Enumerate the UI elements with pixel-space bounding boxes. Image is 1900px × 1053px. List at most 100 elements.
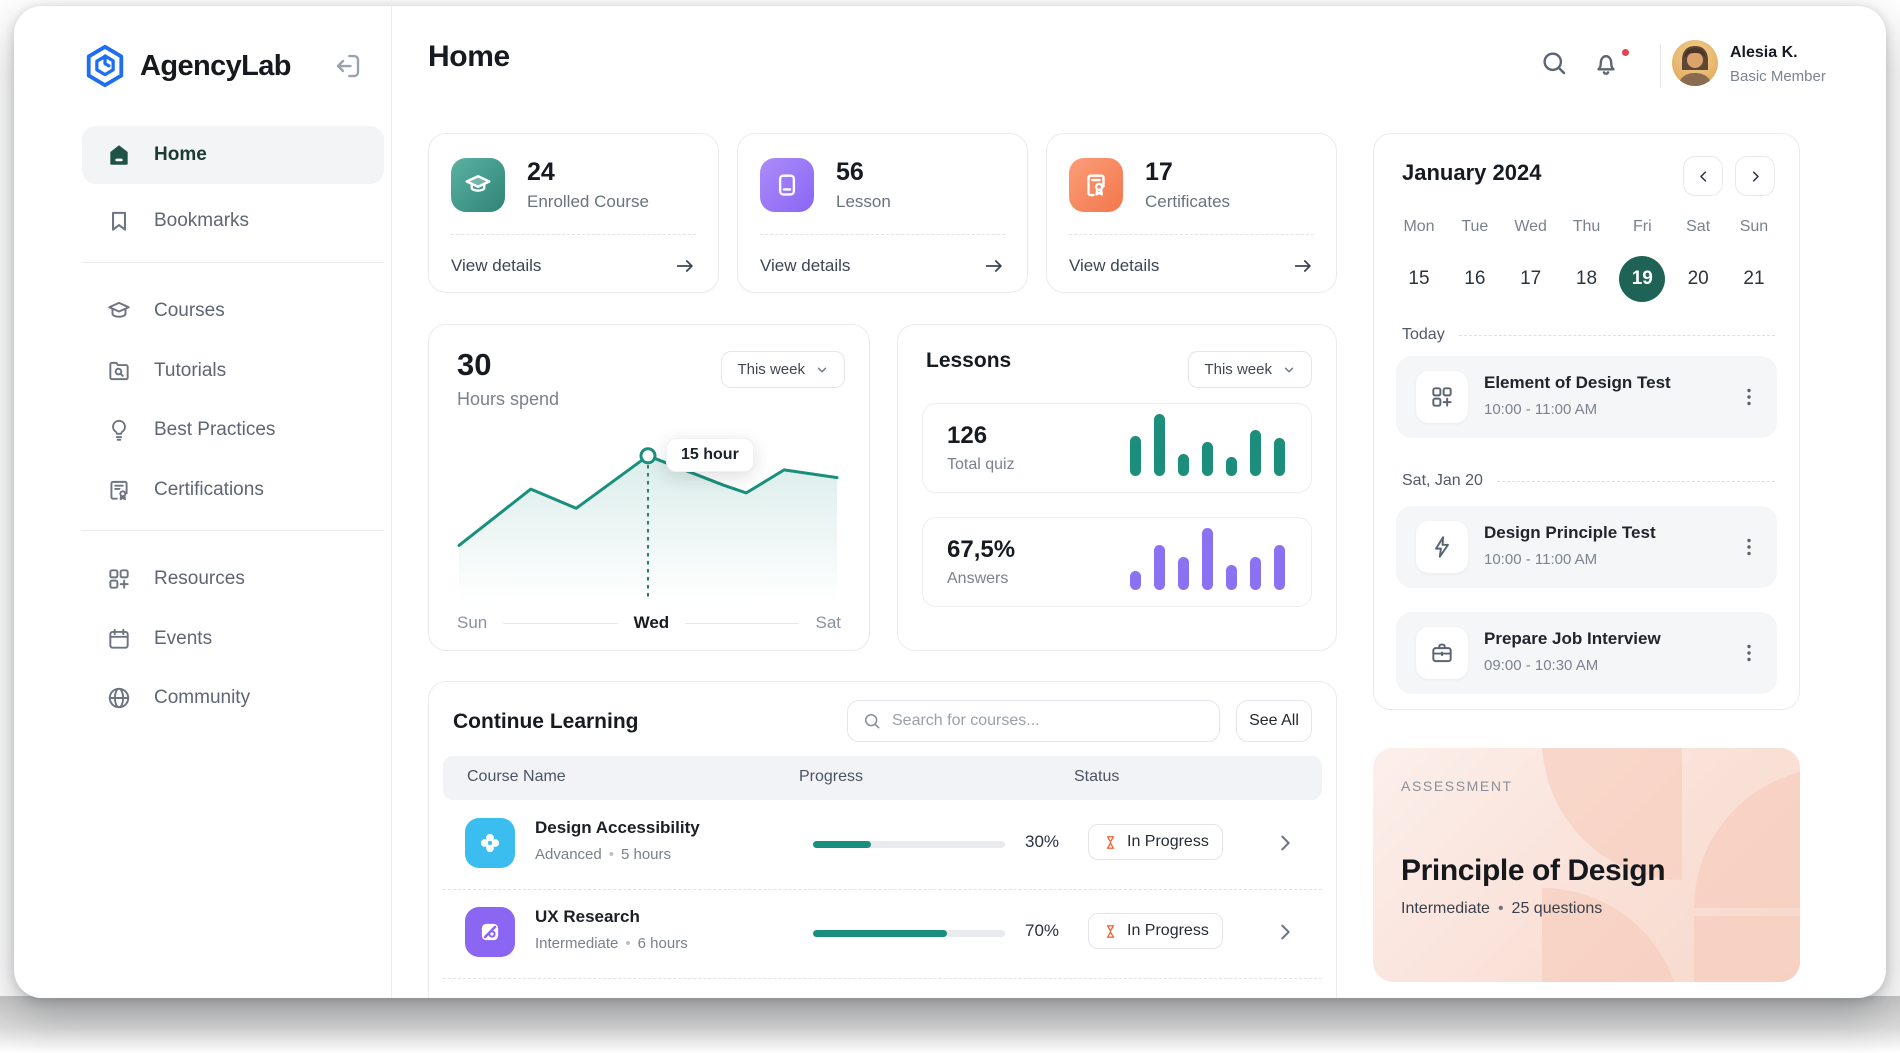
date-cell[interactable]: 20 <box>1687 268 1709 289</box>
graduation-cap-icon <box>108 301 130 318</box>
answers-panel: 67,5% Answers <box>922 517 1312 607</box>
column-progress: Progress <box>799 768 864 785</box>
bookmark-icon <box>112 211 126 231</box>
app-window: AgencyLab Home Bookmarks Courses <box>14 6 1886 998</box>
chevron-right-icon <box>1752 170 1759 182</box>
course-name: Design Accessibility <box>535 818 700 837</box>
date-cell[interactable]: 15 <box>1408 268 1430 289</box>
progress-bar <box>813 841 1005 848</box>
kebab-menu-icon[interactable] <box>1737 385 1761 409</box>
lightning-icon <box>1416 521 1468 573</box>
user-avatar[interactable] <box>1672 40 1718 86</box>
section-label-today: Today <box>1402 326 1775 344</box>
course-name: UX Research <box>535 907 640 926</box>
course-meta: Advanced • 5 hours <box>535 846 672 863</box>
event-card[interactable]: Element of Design Test 10:00 - 11:00 AM <box>1396 356 1777 438</box>
answers-bar-chart <box>1130 528 1285 590</box>
table-row[interactable]: UX Research Intermediate • 6 hours 70% In … <box>443 889 1322 978</box>
assessment-card[interactable]: ASSESSMENT Principle of Design Intermedi… <box>1373 748 1800 982</box>
calendar-prev-button[interactable] <box>1683 156 1723 196</box>
hours-filter-dropdown[interactable]: This week <box>721 351 845 388</box>
progress-percent: 70% <box>1025 921 1060 940</box>
lessons-title: Lessons <box>926 349 1012 372</box>
hourglass-icon <box>1106 924 1115 938</box>
folder-search-icon <box>109 361 129 381</box>
course-search-input[interactable] <box>892 712 1205 730</box>
stat-card-enrolled-course: 24 Enrolled Course View details <box>428 133 719 293</box>
answers-value: 67,5% <box>947 536 1016 563</box>
header-divider <box>1660 44 1661 88</box>
column-course-name: Course Name <box>467 768 566 785</box>
total-quiz-panel: 126 Total quiz <box>922 403 1312 493</box>
event-time: 10:00 - 11:00 AM <box>1484 551 1598 568</box>
course-search-box <box>847 700 1220 742</box>
notification-badge-dot <box>1620 47 1631 58</box>
dashed-divider <box>1069 234 1314 235</box>
assessment-title: Principle of Design <box>1401 854 1666 887</box>
sidebar-item-label: Tutorials <box>154 360 227 381</box>
date-cell[interactable]: 18 <box>1575 268 1598 289</box>
event-time: 10:00 - 11:00 AM <box>1484 401 1598 418</box>
kebab-menu-icon[interactable] <box>1737 535 1761 559</box>
section-label-sat-jan-20: Sat, Jan 20 <box>1402 472 1775 490</box>
progress-bar <box>813 930 1005 937</box>
assessment-tag: ASSESSMENT <box>1401 778 1513 794</box>
event-card[interactable]: Prepare Job Interview 09:00 - 10:30 AM <box>1396 612 1777 694</box>
status-badge: In Progress <box>1088 913 1223 949</box>
search-icon <box>864 713 880 729</box>
event-time: 09:00 - 10:30 AM <box>1484 657 1599 674</box>
collapse-sidebar-icon[interactable] <box>333 51 363 81</box>
sidebar-divider <box>82 530 384 531</box>
user-name: Alesia K. <box>1730 44 1798 61</box>
date-cell[interactable]: 17 <box>1520 268 1542 289</box>
date-row: 15 16 17 18 19 20 21 <box>1394 256 1779 302</box>
page-title: Home <box>428 40 510 73</box>
sidebar-item-courses[interactable]: Courses <box>82 282 384 340</box>
continue-learning-card: Continue Learning See All Course Name Pr… <box>428 681 1337 998</box>
view-details-link[interactable]: View details <box>1069 250 1314 282</box>
sidebar-item-label: Community <box>154 687 251 708</box>
sidebar-item-home[interactable]: Home <box>82 126 384 184</box>
hourglass-icon <box>1106 835 1115 849</box>
continue-learning-title: Continue Learning <box>453 710 639 733</box>
sidebar-item-certifications[interactable]: Certifications <box>82 461 384 519</box>
kebab-menu-icon[interactable] <box>1737 641 1761 665</box>
desk-surface <box>0 996 1900 1053</box>
date-cell-selected[interactable]: 19 <box>1619 256 1666 302</box>
lessons-card: Lessons This week 126 Total quiz 67,5% A… <box>897 324 1337 651</box>
sidebar-item-community[interactable]: Community <box>82 669 384 727</box>
table-row[interactable]: Design Accessibility Advanced • 5 hours 30… <box>443 800 1322 889</box>
notifications-bell-icon[interactable] <box>1591 48 1621 78</box>
view-details-link[interactable]: View details <box>451 250 696 282</box>
sidebar-item-events[interactable]: Events <box>82 610 384 668</box>
stat-value: 56 <box>836 158 864 186</box>
lessons-filter-dropdown[interactable]: This week <box>1188 351 1312 388</box>
sidebar-item-best-practices[interactable]: Best Practices <box>82 401 384 459</box>
briefcase-icon <box>1416 627 1468 679</box>
chevron-down-icon <box>817 367 827 372</box>
sidebar-item-bookmarks[interactable]: Bookmarks <box>82 192 384 250</box>
search-icon[interactable] <box>1539 48 1569 78</box>
row-divider <box>443 978 1322 979</box>
column-status: Status <box>1074 768 1120 785</box>
dashed-divider <box>451 234 696 235</box>
chevron-right-icon[interactable] <box>1274 921 1296 943</box>
chevron-down-icon <box>1284 367 1294 372</box>
status-badge: In Progress <box>1088 824 1223 860</box>
weekday-row: Mon Tue Wed Thu Fri Sat Sun <box>1403 218 1769 235</box>
calendar-month: January 2024 <box>1402 160 1542 185</box>
view-details-link[interactable]: View details <box>760 250 1005 282</box>
chart-x-axis: Sun Wed Sat <box>457 613 841 633</box>
app-name: AgencyLab <box>140 49 292 82</box>
calendar-next-button[interactable] <box>1735 156 1775 196</box>
arrow-right-icon <box>676 260 693 272</box>
sidebar-item-resources[interactable]: Resources <box>82 550 384 608</box>
date-cell[interactable]: 16 <box>1464 268 1486 289</box>
sidebar-item-tutorials[interactable]: Tutorials <box>82 342 384 400</box>
chevron-right-icon[interactable] <box>1274 832 1296 854</box>
agencylab-logo-icon <box>86 44 124 88</box>
see-all-button[interactable]: See All <box>1236 700 1312 742</box>
globe-icon <box>108 687 130 709</box>
date-cell[interactable]: 21 <box>1743 268 1765 289</box>
event-card[interactable]: Design Principle Test 10:00 - 11:00 AM <box>1396 506 1777 588</box>
